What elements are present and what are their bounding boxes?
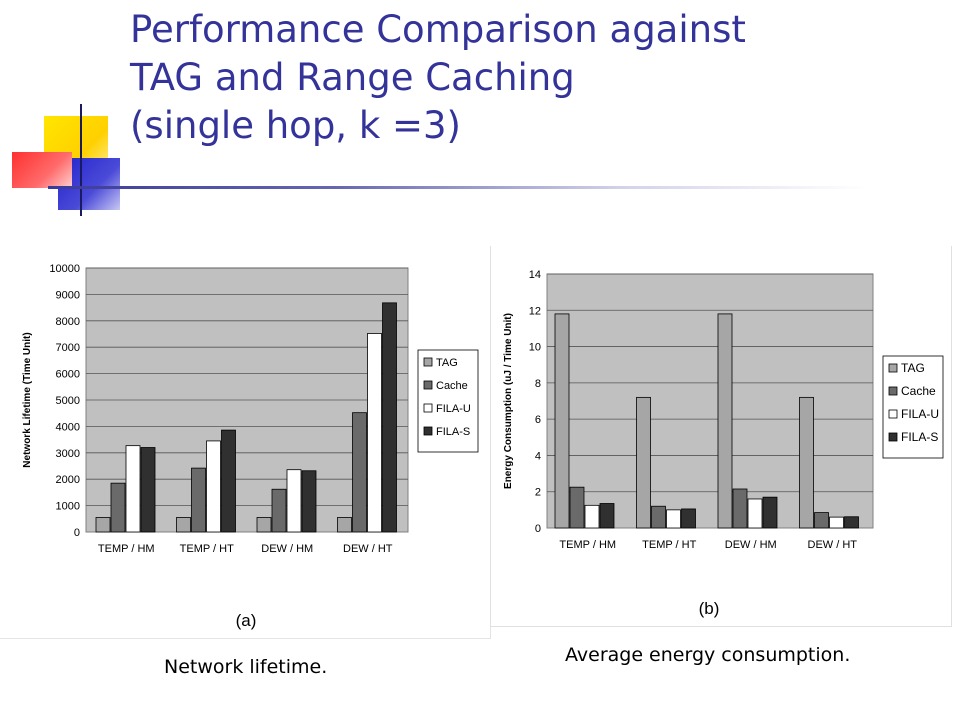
title-line-2: TAG and Range Caching [130, 56, 575, 99]
plot-area [546, 273, 874, 529]
y-tick-label: 0 [535, 523, 541, 535]
y-tick-label: 3000 [56, 448, 80, 460]
chart-network-lifetime-svg: 0 1000 2000 3000 4000 5000 6000 7000 8000 9000 100… [22, 263, 479, 630]
x-category-label: TEMP / HT [642, 539, 696, 551]
legend-label: TAG [436, 357, 458, 369]
bar-tag [799, 396, 814, 529]
legend-swatch [423, 403, 433, 413]
bar-cache [110, 482, 126, 533]
x-category-label: TEMP / HT [180, 543, 234, 555]
y-tick-label: 5000 [56, 395, 80, 407]
legend-label: TAG [901, 361, 925, 375]
legend-swatch [888, 409, 898, 419]
x-category-label: DEW / HM [261, 543, 313, 555]
y-tick-label: 2 [535, 487, 541, 499]
panel-label: (a) [236, 611, 257, 630]
bar-tag [337, 517, 352, 533]
y-tick-label: 7000 [56, 342, 80, 354]
legend-label: FILA-S [436, 426, 470, 438]
legend-swatch [888, 386, 898, 396]
bar-cache [814, 512, 829, 529]
y-tick-label: 0 [74, 527, 80, 539]
legend-swatch [888, 432, 898, 442]
x-category-label: DEW / HM [725, 539, 777, 551]
y-tick-label: 1000 [56, 501, 80, 513]
bar-fila-u [125, 445, 141, 533]
legend-swatch [423, 426, 433, 436]
legend: TAG Cache FILA-U FILA-S [882, 355, 944, 459]
y-tick-label: 10 [529, 342, 541, 354]
y-tick-label: 10000 [49, 263, 80, 275]
title-underline [48, 186, 868, 189]
bar-cache [191, 467, 206, 533]
y-tick-label: 6000 [56, 369, 80, 381]
title-line-1: Performance Comparison against [130, 8, 746, 51]
x-category-label: TEMP / HM [98, 543, 155, 555]
bar-fila-s [599, 503, 615, 529]
y-tick-label: 2000 [56, 474, 80, 486]
bar-cache [352, 412, 367, 533]
caption-network-lifetime: Network lifetime. [164, 656, 328, 678]
bar-tag [256, 517, 272, 533]
y-tick-label: 14 [529, 269, 541, 281]
bar-fila-s [382, 302, 397, 533]
chart-network-lifetime: 0 1000 2000 3000 4000 5000 6000 7000 8000 9000 100… [0, 246, 491, 639]
bar-fila-u [829, 516, 844, 529]
bar-fila-s [681, 508, 696, 529]
title-line-3: (single hop, k =3) [130, 104, 461, 147]
x-category-label: DEW / HT [808, 539, 858, 551]
bar-tag [636, 396, 651, 529]
legend-label: Cache [436, 380, 468, 392]
y-tick-label: 9000 [56, 289, 80, 301]
slide-title: Performance Comparison against TAG and R… [130, 6, 930, 150]
bar-fila-s [221, 429, 236, 533]
bar-cache [569, 486, 585, 529]
caption-energy-consumption: Average energy consumption. [565, 644, 851, 666]
legend-swatch [888, 363, 898, 373]
deco-vertical-line [80, 104, 82, 216]
legend-swatch [423, 357, 433, 367]
x-category-label: TEMP / HM [559, 539, 616, 551]
y-axis-label: Energy Consumption (uJ / Time Unit) [503, 313, 514, 489]
legend-swatch [423, 380, 433, 390]
bar-fila-u [286, 469, 302, 533]
bar-tag [176, 517, 191, 533]
bar-tag [554, 313, 570, 529]
bar-fila-u [747, 498, 763, 529]
bar-fila-s [140, 447, 156, 533]
bar-fila-u [367, 333, 382, 533]
y-tick-label: 12 [529, 305, 541, 317]
bar-fila-u [666, 509, 681, 529]
legend-label: FILA-U [901, 407, 939, 421]
bar-fila-u [584, 504, 600, 529]
bar-cache [732, 488, 748, 529]
bar-cache [271, 488, 287, 533]
chart-energy-consumption-svg: 0 2 4 6 8 10 12 14 Energy Consumption (uJ / Time… [503, 269, 944, 618]
chart-energy-consumption: 0 2 4 6 8 10 12 14 Energy Consumption (uJ / Time… [490, 246, 952, 627]
bar-tag [95, 517, 111, 533]
bar-fila-s [762, 496, 778, 529]
y-tick-label: 6 [535, 414, 541, 426]
bar-fila-s [844, 516, 859, 529]
y-tick-label: 4000 [56, 421, 80, 433]
bar-fila-s [301, 470, 317, 533]
panel-label: (b) [699, 599, 720, 618]
y-axis-label: Network Lifetime (Time Unit) [22, 332, 33, 467]
bar-cache [651, 505, 666, 529]
legend: TAG Cache FILA-U FILA-S [417, 349, 479, 453]
y-tick-label: 8000 [56, 316, 80, 328]
legend-label: FILA-U [436, 403, 471, 415]
legend-label: Cache [901, 384, 936, 398]
deco-red-square [12, 152, 72, 188]
y-tick-label: 4 [535, 450, 541, 462]
legend-label: FILA-S [901, 430, 938, 444]
bar-fila-u [206, 440, 221, 533]
x-category-label: DEW / HT [343, 543, 393, 555]
bar-tag [717, 313, 733, 529]
y-tick-label: 8 [535, 378, 541, 390]
